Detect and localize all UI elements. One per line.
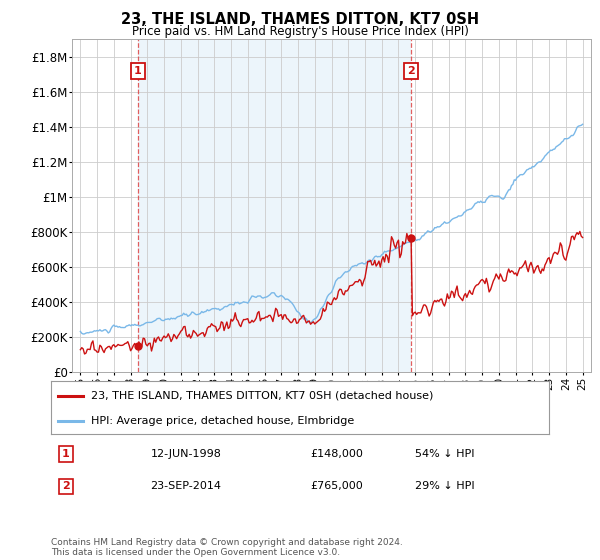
Text: HPI: Average price, detached house, Elmbridge: HPI: Average price, detached house, Elmb… xyxy=(91,416,354,426)
Text: £148,000: £148,000 xyxy=(310,449,363,459)
Text: 23, THE ISLAND, THAMES DITTON, KT7 0SH (detached house): 23, THE ISLAND, THAMES DITTON, KT7 0SH (… xyxy=(91,391,433,401)
Text: 54% ↓ HPI: 54% ↓ HPI xyxy=(415,449,474,459)
Text: £765,000: £765,000 xyxy=(310,482,363,491)
Text: Contains HM Land Registry data © Crown copyright and database right 2024.
This d: Contains HM Land Registry data © Crown c… xyxy=(51,538,403,557)
Bar xyxy=(138,39,410,372)
Text: 23-SEP-2014: 23-SEP-2014 xyxy=(151,482,221,491)
Text: 2: 2 xyxy=(62,482,70,491)
Text: 1: 1 xyxy=(134,66,142,76)
Text: 23, THE ISLAND, THAMES DITTON, KT7 0SH: 23, THE ISLAND, THAMES DITTON, KT7 0SH xyxy=(121,12,479,27)
Text: 29% ↓ HPI: 29% ↓ HPI xyxy=(415,482,474,491)
Text: Price paid vs. HM Land Registry's House Price Index (HPI): Price paid vs. HM Land Registry's House … xyxy=(131,25,469,38)
Text: 1: 1 xyxy=(62,449,70,459)
Text: 2: 2 xyxy=(407,66,415,76)
Text: 12-JUN-1998: 12-JUN-1998 xyxy=(151,449,221,459)
